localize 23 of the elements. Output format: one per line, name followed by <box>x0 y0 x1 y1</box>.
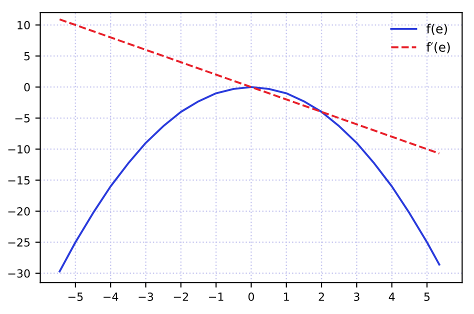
x-tick-label: 3 <box>354 292 360 301</box>
x-tick-label: 5 <box>424 292 430 301</box>
y-tick-label: −20 <box>8 207 30 216</box>
x-tick-label: 1 <box>284 292 289 301</box>
x-tick-label: 4 <box>388 292 395 301</box>
y-tick-label: 5 <box>24 52 30 60</box>
x-tick-label: −1 <box>209 292 224 301</box>
y-tick-label: 10 <box>18 20 30 30</box>
x-tick-label: 0 <box>248 292 254 301</box>
x-tick-label: 2 <box>318 292 324 301</box>
legend-label: f′(e) <box>426 42 450 54</box>
line-series <box>58 86 440 272</box>
legend-label: f(e) <box>426 24 447 35</box>
x-tick-label: −2 <box>174 292 188 301</box>
y-tick-label: −25 <box>8 238 30 247</box>
y-tick-label: −30 <box>8 269 30 278</box>
y-tick-label: −10 <box>8 145 30 154</box>
y-tick-label: 0 <box>24 83 30 92</box>
x-tick-label: −3 <box>138 292 154 301</box>
x-tick-label: −4 <box>104 292 118 301</box>
y-tick-label: −15 <box>8 176 30 185</box>
x-tick-label: −5 <box>68 292 83 301</box>
y-tick-label: −5 <box>15 114 30 122</box>
